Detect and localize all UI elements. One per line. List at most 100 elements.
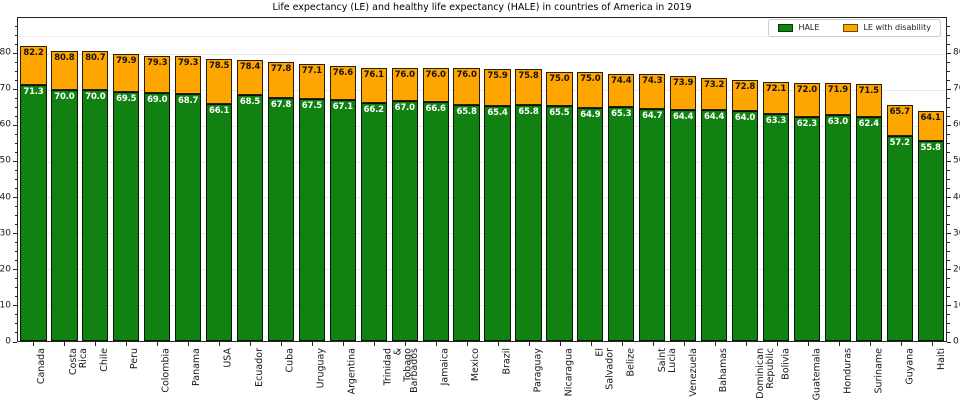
- y-minor-tick: [14, 43, 17, 45]
- hale-segment: 66.1: [205, 103, 233, 341]
- x-cell-el-salvador: El Salvador: [575, 342, 616, 414]
- le-value-label: 72.8: [734, 81, 756, 92]
- le-value-label: 82.2: [23, 48, 44, 58]
- x-tick: [466, 342, 468, 346]
- bar-trinidad-tobago: 76.1 66.2: [360, 67, 387, 341]
- y-minor-tick: [947, 43, 950, 45]
- bar-guatemala: 72.0 62.3: [793, 82, 821, 341]
- le-disability-segment: 76.6: [329, 66, 356, 101]
- bar-slot-bolivia: 72.1 63.3: [761, 18, 792, 341]
- x-tick: [621, 342, 623, 346]
- x-tick: [838, 342, 840, 346]
- y-minor-tick: [947, 296, 950, 298]
- hale-segment: 65.3: [608, 106, 635, 341]
- hale-value-label: 67.1: [332, 102, 353, 113]
- y-tick-label-80: 80: [953, 47, 960, 58]
- y-minor-tick: [947, 251, 950, 253]
- y-tick-label-30: 30: [0, 228, 11, 239]
- bar-slot-argentina: 76.6 67.1: [327, 18, 358, 341]
- bar-slot-haiti: 64.1 55.8: [915, 18, 946, 341]
- hale-segment: 63.3: [762, 113, 790, 341]
- bar-suriname: 71.5 62.4: [855, 84, 882, 341]
- x-tick-label-haiti: Haiti: [935, 348, 947, 370]
- bar-slot-cuba: 77.8 67.8: [266, 18, 297, 341]
- hale-segment: 55.8: [917, 140, 944, 341]
- y-axis-right: 0 10 20 30 40 50 60 70 80: [947, 17, 960, 346]
- y-minor-tick: [947, 332, 950, 334]
- le-disability-segment: 64.1: [917, 110, 944, 141]
- x-cell-peru: Peru: [110, 342, 141, 414]
- bar-slot-brazil: 75.9 65.4: [482, 18, 513, 341]
- y-tick-80: [947, 52, 951, 54]
- hale-segment: 69.5: [113, 91, 140, 341]
- x-cell-venezuela: Venezuela: [668, 342, 699, 414]
- le-disability-segment: 79.9: [113, 54, 140, 92]
- chart-title: Life expectancy (LE) and healthy life ex…: [272, 2, 692, 13]
- hale-value-label: 67.0: [394, 102, 415, 113]
- x-tick: [280, 342, 282, 346]
- x-tick: [931, 342, 933, 346]
- y-tick-label-50: 50: [953, 155, 960, 166]
- x-tick: [156, 342, 158, 346]
- le-disability-segment: 76.0: [422, 68, 449, 102]
- y-minor-tick: [14, 260, 17, 262]
- y-minor-tick: [14, 314, 17, 316]
- y-axis-left: 0 10 20 30 40 50 60 70 80: [0, 17, 17, 346]
- x-tick: [745, 342, 747, 346]
- bar-belize: 74.4 65.3: [608, 74, 635, 341]
- x-tick: [404, 342, 406, 346]
- hale-value-label: 64.4: [673, 111, 694, 122]
- x-tick-label-nicaragua: Nicaragua: [563, 348, 575, 397]
- le-disability-segment: 78.5: [205, 59, 233, 104]
- bar-el-salvador: 75.0 64.9: [577, 71, 604, 341]
- gridline-20: [18, 269, 946, 271]
- bar-slot-suriname: 71.5 62.4: [853, 18, 884, 341]
- le-disability-segment: 75.9: [484, 68, 511, 107]
- le-value-label: 80.8: [54, 53, 75, 64]
- bar-slot-chile: 80.7 70.0: [80, 18, 111, 341]
- le-disability-segment: 74.3: [639, 74, 666, 109]
- x-cell-trinidad-tobago: Trinidad & Tobago: [358, 342, 414, 414]
- y-minor-tick: [947, 70, 950, 72]
- bar-brazil: 75.9 65.4: [484, 68, 511, 341]
- le-value-label: 71.5: [858, 86, 879, 97]
- legend-item-le-with-disability: LE with disability: [843, 24, 931, 32]
- y-minor-tick: [14, 251, 17, 253]
- bar-peru: 79.9 69.5: [113, 54, 140, 341]
- bar-bolivia: 72.1 63.3: [762, 82, 790, 341]
- plot-area: 82.2 71.3 80.8 70.0 80.7 70.0 79.9 69.5 79.3 69.0…: [17, 17, 947, 342]
- y-tick-20: [13, 269, 17, 271]
- hale-segment: 67.1: [329, 100, 356, 341]
- bar-slot-peru: 79.9 69.5: [111, 18, 142, 341]
- bar-dominican-republic: 72.8 64.0: [731, 79, 759, 341]
- bar-slot-canada: 82.2 71.3: [18, 18, 49, 341]
- le-value-label: 78.5: [208, 61, 230, 72]
- le-disability-segment: 79.3: [175, 56, 202, 95]
- hale-value-label: 66.2: [363, 105, 384, 116]
- y-tick-30: [947, 233, 951, 235]
- hale-value-label: 69.0: [147, 95, 168, 106]
- x-tick-label-peru: Peru: [129, 348, 141, 370]
- x-tick-label-bolivia: Bolivia: [780, 348, 792, 380]
- le-value-label: 73.2: [703, 80, 725, 91]
- y-minor-tick: [947, 142, 950, 144]
- bar-slot-bahamas: 73.2 64.4: [699, 18, 730, 341]
- le-value-label: 76.0: [394, 70, 415, 81]
- x-tick: [218, 342, 220, 346]
- bar-cuba: 77.8 67.8: [267, 61, 295, 341]
- bar-barbados: 76.0 67.0: [391, 68, 418, 341]
- hale-segment: 70.0: [51, 89, 78, 341]
- hale-value-label: 65.8: [456, 106, 477, 117]
- hale-segment: 70.0: [82, 89, 109, 341]
- x-cell-haiti: Haiti: [916, 342, 947, 414]
- le-disability-segment: 74.4: [608, 74, 635, 107]
- y-tick-label-10: 10: [0, 300, 11, 311]
- x-tick: [125, 342, 127, 346]
- y-minor-tick: [947, 215, 950, 217]
- hale-segment: 62.3: [793, 117, 821, 341]
- x-tick: [807, 342, 809, 346]
- x-tick-label-suriname: Suriname: [873, 348, 885, 394]
- x-tick-label-panama: Panama: [191, 348, 203, 387]
- bar-slot-uruguay: 77.1 67.5: [296, 18, 327, 341]
- x-tick-label-guyana: Guyana: [904, 348, 916, 385]
